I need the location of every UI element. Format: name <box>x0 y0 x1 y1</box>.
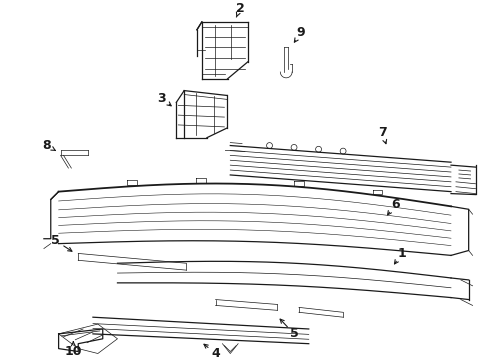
Text: 7: 7 <box>378 126 387 139</box>
Text: 4: 4 <box>211 347 220 360</box>
Text: 10: 10 <box>65 345 82 358</box>
Text: 8: 8 <box>43 139 51 152</box>
Text: 6: 6 <box>391 198 399 211</box>
Text: 1: 1 <box>397 247 406 260</box>
Text: 5: 5 <box>290 327 298 341</box>
Text: 2: 2 <box>236 2 245 15</box>
Text: 5: 5 <box>51 234 60 247</box>
Text: 9: 9 <box>296 26 305 39</box>
Text: 3: 3 <box>157 92 166 105</box>
